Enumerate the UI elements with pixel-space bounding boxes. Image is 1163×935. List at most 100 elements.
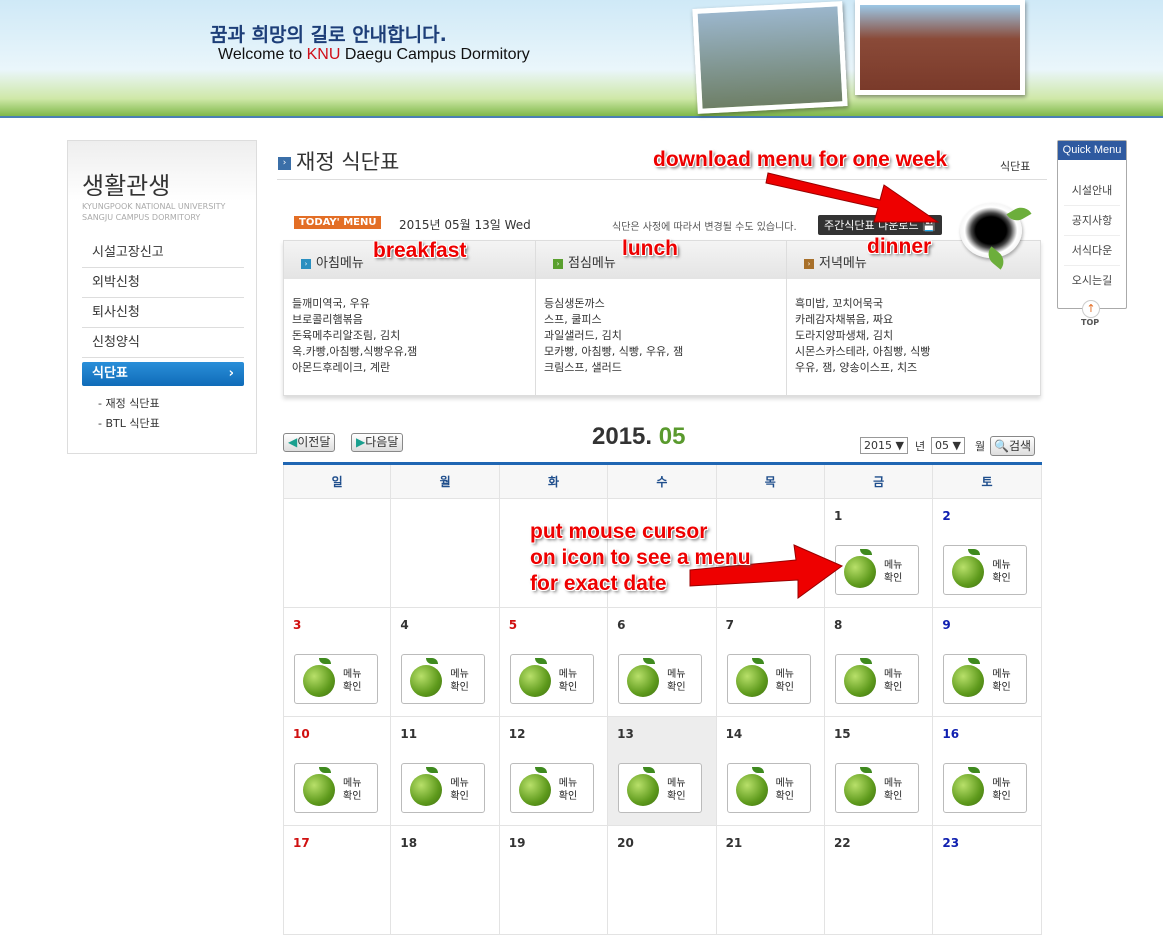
apple-icon [843, 767, 876, 806]
breakfast-heading: › 아침메뉴 [301, 252, 364, 271]
calendar-week-row: 3 메뉴 확인 4 메뉴 확인 5 메뉴 확인 6 메뉴 확인 7 메뉴 확인 8 메뉴 확인 9 메뉴 확인 [283, 608, 1042, 717]
calendar-week-row: 10 메뉴 확인 11 메뉴 확인 12 메뉴 확인 13 메뉴 확인 14 메뉴 확인 15 메뉴 확인 16 메뉴… [283, 717, 1042, 826]
weekday-header-cell: 일 [283, 465, 392, 499]
quick-item-form-download[interactable]: 서식다운 [1064, 236, 1120, 266]
month-select[interactable]: 05 ▼ [931, 437, 965, 454]
menu-check-button[interactable]: 메뉴 확인 [294, 763, 378, 813]
day-number: 20 [617, 836, 634, 850]
menu-check-button[interactable]: 메뉴 확인 [294, 654, 378, 704]
weekday-header-cell: 목 [716, 465, 825, 499]
day-number: 1 [833, 509, 843, 523]
menu-check-button[interactable]: 메뉴 확인 [618, 654, 703, 704]
menu-check-button[interactable]: 메뉴 확인 [943, 545, 1028, 595]
annotation-cursor: put mouse cursor on icon to see a menu for… [530, 520, 751, 595]
day-number: 3 [293, 618, 302, 632]
sidebar-item-forms[interactable]: 신청양식 [82, 328, 244, 358]
sidebar-title: 생활관생 [82, 172, 171, 200]
apple-icon [952, 658, 985, 697]
today-menu-badge: TODAY' MENU [294, 216, 382, 229]
day-number: 10 [293, 727, 310, 741]
annotation-lunch: lunch [622, 237, 678, 260]
day-number: 8 [833, 618, 843, 632]
menu-check-button[interactable]: 메뉴 확인 [943, 654, 1028, 704]
sidebar-subitem-btl-menu[interactable]: - BTL 식단표 [98, 417, 160, 430]
weekly-menu-download-button[interactable]: 주간식단표 나운로드 💾 [818, 215, 942, 235]
day-number: 13 [617, 727, 634, 741]
bullet-icon: › [301, 258, 311, 269]
sidebar-subitem-finance-menu[interactable]: - 재정 식단표 [98, 397, 160, 410]
quick-item-notices[interactable]: 공지사항 [1064, 206, 1120, 236]
apple-icon [735, 767, 768, 806]
menu-check-button[interactable]: 메뉴 확인 [726, 654, 811, 704]
day-number: 21 [725, 836, 743, 850]
menu-check-label: 메뉴 확인 [667, 669, 686, 693]
apple-icon [410, 658, 443, 697]
lunch-items: 등심생돈까스 스프, 쿨피스 과일샐러드, 김치 모카빵, 아침빵, 식빵, 우… [544, 297, 684, 374]
sidebar-item-facility-report[interactable]: 시설고장신고 [82, 238, 244, 268]
weekday-header-cell: 월 [391, 465, 500, 499]
calendar-day-cell: 10 메뉴 확인 [283, 717, 392, 826]
calendar-day-cell: 11 메뉴 확인 [391, 717, 500, 826]
calendar-empty-cell [499, 499, 609, 608]
arrow-up-icon[interactable]: ↑ [1082, 300, 1100, 318]
menu-check-button[interactable]: 메뉴 확인 [726, 763, 811, 813]
sidebar-item-checkout[interactable]: 퇴사신청 [82, 298, 244, 328]
calendar-day-cell: 9 메뉴 확인 [933, 608, 1042, 717]
bullet-icon: › [804, 258, 814, 269]
sidebar-item-overnight[interactable]: 외박신청 [82, 268, 244, 298]
menu-check-button[interactable]: 메뉴 확인 [834, 545, 919, 595]
lunch-column: › 점심메뉴 등심생돈까스 스프, 쿨피스 과일샐러드, 김치 모카빵, 아침빵,… [535, 241, 787, 395]
menu-check-button[interactable]: 메뉴 확인 [401, 654, 486, 704]
divider [277, 179, 1047, 180]
menu-check-label: 메뉴 확인 [450, 778, 469, 802]
menu-check-label: 메뉴 확인 [883, 778, 903, 802]
next-month-button[interactable]: ▶다음달 [351, 433, 404, 452]
search-button[interactable]: 🔍검색 [990, 436, 1036, 456]
year-select[interactable]: 2015 ▼ [860, 437, 908, 454]
prev-month-button[interactable]: ◀이전달 [283, 433, 336, 452]
calendar-week-row: 17 18 19 20 21 22 23 [283, 826, 1042, 935]
quick-item-directions[interactable]: 오시는길 [1071, 274, 1113, 287]
menu-check-label: 메뉴 확인 [343, 778, 362, 802]
menu-check-button[interactable]: 메뉴 확인 [401, 763, 486, 813]
menu-check-label: 메뉴 확인 [883, 669, 903, 693]
calendar-day-cell: 2 메뉴 확인 [933, 499, 1042, 608]
day-number: 6 [617, 618, 626, 632]
dinner-column: › 저녁메뉴 흑미밥, 꼬치어묵국 카레감자채볶음, 짜요 도라지양파생채, 김치… [786, 241, 1038, 395]
menu-check-button[interactable]: 메뉴 확인 [509, 654, 594, 704]
sidebar-item-meal-menu[interactable]: 식단표 › [82, 362, 244, 386]
calendar-day-cell: 12 메뉴 확인 [499, 717, 609, 826]
top-label[interactable]: TOP [1081, 318, 1100, 327]
menu-check-button[interactable]: 메뉴 확인 [509, 763, 594, 813]
menu-check-button[interactable]: 메뉴 확인 [618, 763, 703, 813]
menu-check-button[interactable]: 메뉴 확인 [834, 763, 919, 813]
dormitory-photo [855, 0, 1025, 95]
calendar-day-cell: 7 메뉴 확인 [716, 608, 825, 717]
apple-icon [843, 658, 876, 697]
weekday-header-cell: 수 [608, 465, 717, 499]
menu-check-label: 메뉴 확인 [992, 669, 1011, 693]
calendar-day-cell: 1 메뉴 확인 [824, 499, 934, 608]
apple-icon [518, 658, 551, 697]
quick-menu: Quick Menu 시설안내 공지사항 서식다운 오시는길 [1057, 140, 1127, 309]
quick-menu-title: Quick Menu [1058, 141, 1126, 160]
calendar-empty-cell [283, 499, 392, 608]
menu-check-button[interactable]: 메뉴 확인 [943, 763, 1028, 813]
apple-icon [518, 767, 551, 806]
header-slogan: 꿈과 희망의 길로 안내합니다. [210, 24, 447, 46]
day-number: 23 [942, 836, 960, 850]
day-number: 4 [400, 618, 409, 632]
day-number: 7 [725, 618, 734, 632]
day-number: 9 [942, 618, 951, 632]
menu-check-button[interactable]: 메뉴 확인 [834, 654, 919, 704]
day-number: 18 [400, 836, 418, 850]
day-number: 14 [725, 727, 743, 741]
menu-check-label: 메뉴 확인 [558, 778, 578, 802]
annotation-dinner: dinner [867, 235, 932, 258]
sidebar: 생활관생 KYUNGPOOK NATIONAL UNIVERSITY SANGJU… [67, 140, 257, 454]
apple-icon [843, 549, 876, 588]
weekday-header-cell: 화 [499, 465, 609, 499]
quick-item-facility-info[interactable]: 시설안내 [1064, 176, 1120, 206]
day-number: 2 [942, 509, 951, 523]
